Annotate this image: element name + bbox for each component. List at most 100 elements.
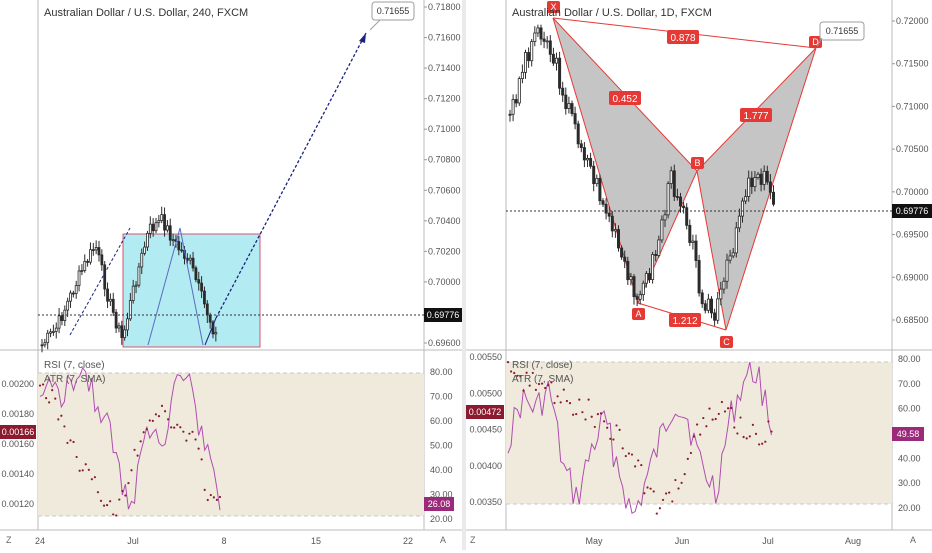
atr-dot	[57, 418, 60, 421]
right-ratio-abc: 1.212	[672, 316, 697, 327]
candle-body	[731, 252, 735, 257]
atr-dot	[151, 419, 154, 422]
candle-body	[154, 222, 158, 232]
atr-dot	[578, 398, 581, 401]
candle-body	[200, 282, 204, 292]
candle-body	[623, 256, 627, 262]
atr-dot	[770, 430, 773, 433]
indicator-tick-label: 0.00140	[1, 469, 34, 479]
atr-dot	[60, 414, 63, 417]
candle-body	[709, 298, 713, 314]
right-corner-z[interactable]: Z	[470, 535, 476, 545]
candle-body	[719, 288, 723, 300]
atr-dot	[537, 382, 541, 386]
price-tick-label: 0.71200	[428, 94, 461, 104]
atr-dot	[751, 423, 754, 426]
candle-body	[86, 260, 89, 263]
price-tick-label: 0.69500	[896, 230, 929, 240]
left-rsi-band	[38, 373, 424, 516]
left-rsi-axis[interactable]: 80.00 70.00 60.00 50.00 40.00 30.00 20.00	[430, 367, 453, 524]
right-atr-axis[interactable]: 0.00550 0.00500 0.00450 0.00400 0.00350	[469, 352, 502, 507]
atr-dot	[142, 431, 145, 434]
right-corner-a[interactable]: A	[910, 535, 916, 545]
atr-dot	[590, 415, 593, 418]
chart-panel-right[interactable]: X A B C D 0.452 0.878 1.777 1.212 0.7165…	[466, 0, 932, 550]
atr-dot	[544, 386, 547, 390]
candle-body	[137, 266, 141, 286]
left-corner-z[interactable]: Z	[6, 535, 12, 545]
atr-dot	[528, 384, 531, 387]
atr-dot	[652, 490, 655, 493]
left-projection-arrows[interactable]	[69, 32, 367, 346]
atr-dot	[621, 447, 624, 450]
atr-dot	[75, 455, 78, 459]
indicator-tick-label: 0.00160	[1, 439, 34, 449]
candle-body	[94, 247, 98, 251]
right-atr-badge-bg	[466, 405, 504, 419]
indicator-tick-label: 0.00200	[1, 379, 34, 389]
candle-body	[143, 246, 147, 254]
left-target-callout[interactable]: 0.71655	[369, 1, 415, 31]
time-tick-label: 22	[403, 536, 413, 546]
atr-dot	[553, 401, 556, 405]
right-ratio-xad-box	[667, 30, 699, 44]
atr-dot	[170, 426, 173, 429]
candle-body	[208, 314, 212, 323]
candle-body	[725, 259, 729, 282]
right-target-callout[interactable]: 0.71655	[816, 21, 865, 47]
right-point-x-box	[547, 1, 560, 13]
candle-body	[536, 27, 540, 34]
right-point-b: B	[694, 158, 700, 168]
atr-dot	[66, 441, 69, 445]
panel-divider[interactable]	[462, 0, 466, 550]
candle-body	[148, 223, 152, 234]
indicator-tick-label: 70.00	[430, 392, 453, 402]
candle-body	[561, 87, 565, 96]
candle-body	[43, 342, 47, 346]
time-tick-label: 15	[311, 536, 321, 546]
atr-dot	[674, 478, 677, 482]
right-time-axis[interactable]: May Jun Jul Aug	[585, 536, 861, 546]
right-price-axis[interactable]: 0.72000 0.71500 0.71000 0.70500 0.70000 0.695…	[892, 16, 929, 325]
left-corner-a[interactable]: A	[440, 535, 446, 545]
candle-body	[160, 214, 164, 221]
candle-body	[756, 173, 760, 178]
left-target-label: 0.71655	[377, 6, 410, 16]
atr-dot	[72, 440, 75, 444]
indicator-tick-label: 80.00	[430, 367, 453, 377]
atr-dot	[556, 395, 559, 398]
candle-body	[651, 254, 655, 280]
left-atr-axis[interactable]: 0.00200 0.00180 0.00160 0.00140 0.00120	[1, 379, 34, 509]
candle-body	[165, 225, 169, 231]
atr-dot	[194, 438, 197, 441]
atr-dot	[575, 412, 578, 416]
atr-dot	[124, 494, 127, 497]
candle-body	[728, 255, 732, 261]
right-point-labels[interactable]: X A B C D 0.452 0.878 1.777 1.212	[547, 1, 822, 348]
left-price-axis[interactable]: 0.71800 0.71600 0.71400 0.71200 0.71000 0.708…	[424, 2, 461, 348]
left-time-axis[interactable]: 24 Jul 8 15 22	[35, 536, 413, 546]
chart-panel-left[interactable]: 0.71655 0.71800 0.71600 0.71400 0.71200 0.71…	[0, 0, 462, 550]
left-chart-svg[interactable]: 0.71655 0.718000.716000.714000.712000.71…	[0, 0, 462, 550]
candle-body	[60, 315, 64, 321]
candle-body	[573, 113, 577, 125]
right-atr-series	[506, 361, 773, 515]
candle-body	[598, 178, 602, 202]
atr-dot	[587, 398, 590, 401]
atr-dot	[692, 435, 696, 438]
candle-body	[551, 53, 555, 64]
left-arrow-head	[359, 33, 366, 43]
candle-body	[517, 78, 521, 104]
candle-body	[759, 173, 763, 185]
candle-body	[131, 285, 135, 301]
left-atr-badge: 0.00166	[2, 427, 35, 437]
atr-dot	[185, 439, 188, 442]
atr-dot	[188, 432, 191, 435]
right-target-label: 0.71655	[826, 26, 859, 36]
left-rsi-line	[39, 366, 221, 511]
right-ratio-bcd: 1.777	[743, 111, 768, 122]
atr-dot	[41, 383, 45, 386]
price-tick-label: 0.69000	[896, 272, 929, 282]
atr-dot	[516, 374, 519, 377]
right-chart-svg[interactable]: X A B C D 0.452 0.878 1.777 1.212 0.7165…	[466, 0, 932, 550]
